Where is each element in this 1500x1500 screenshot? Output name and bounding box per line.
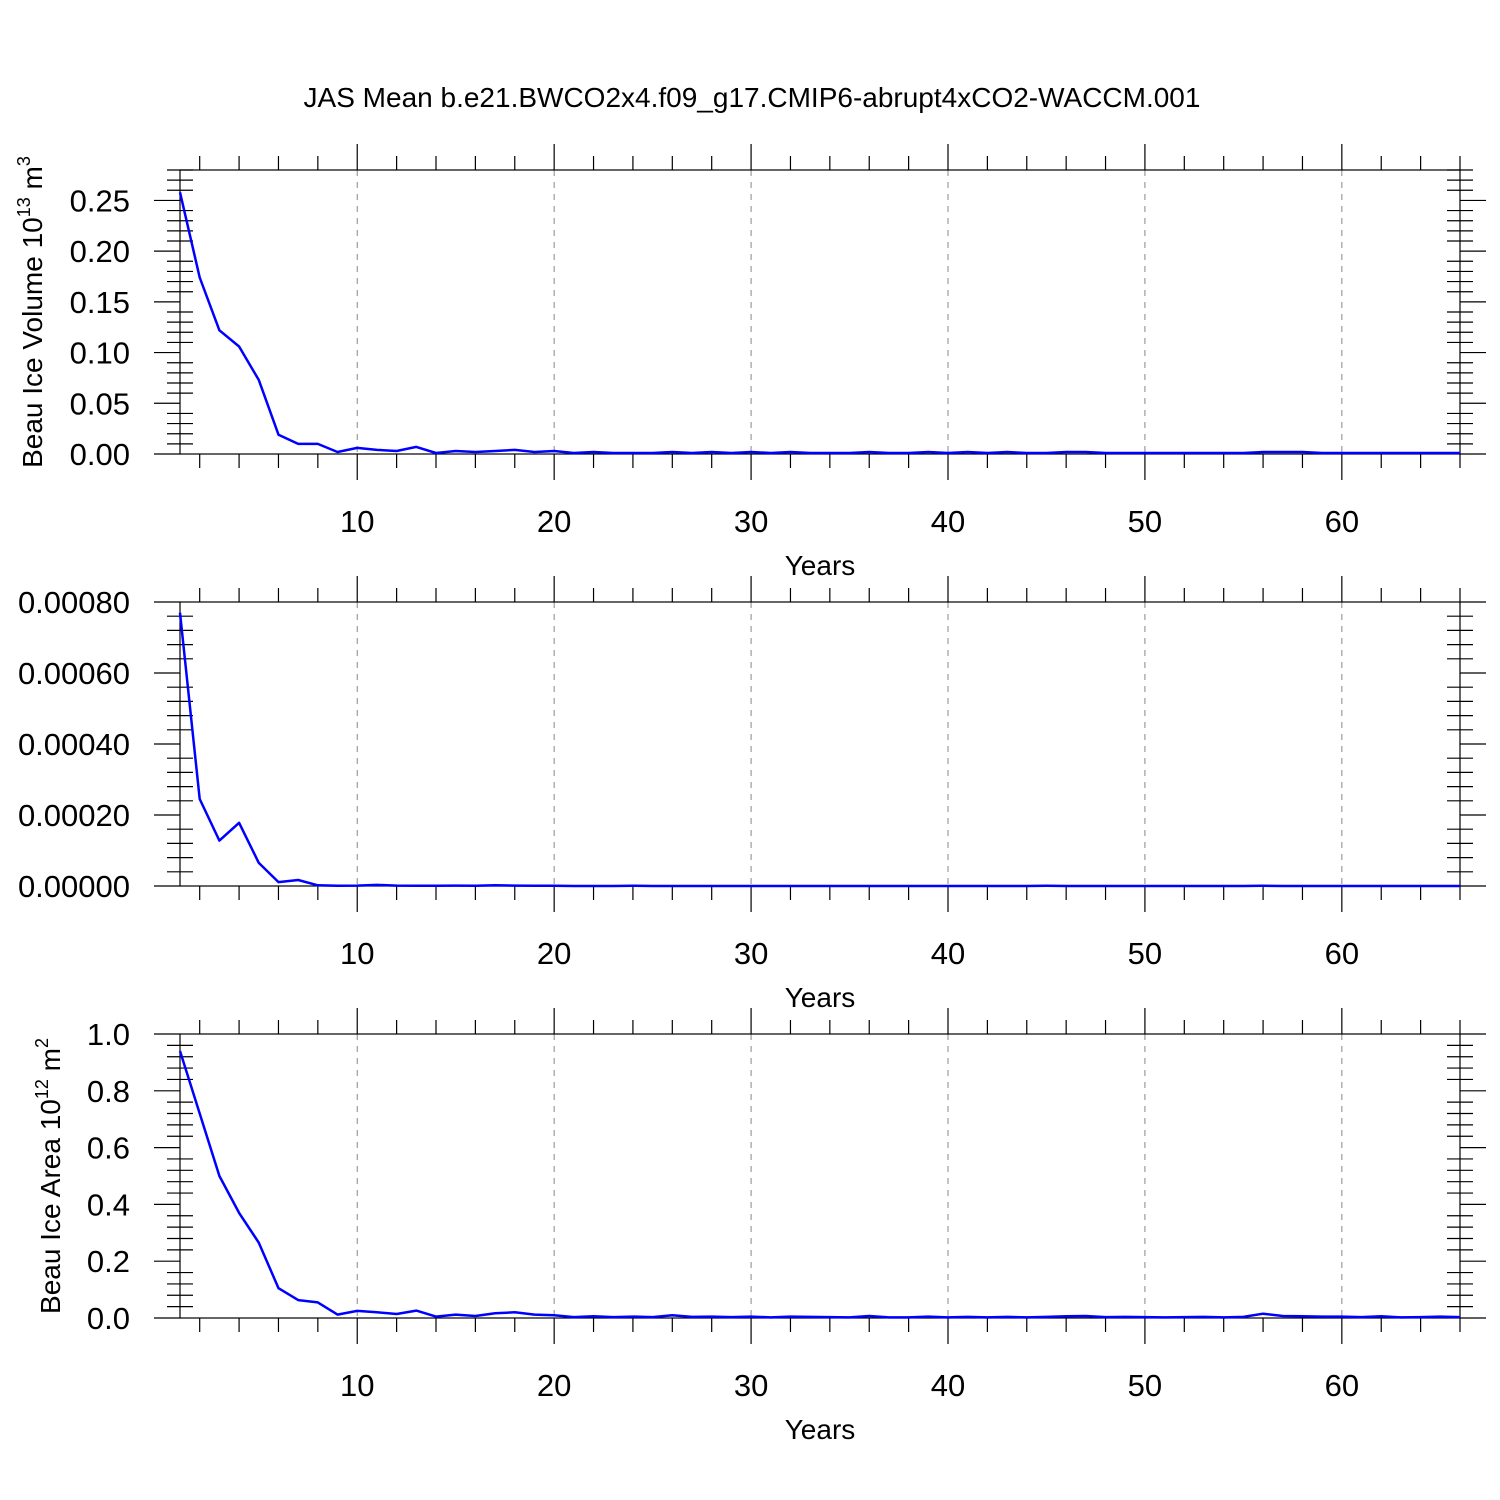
y-axis-label-part: Beau Ice Area 10 [35, 1099, 66, 1314]
y-tick-label: 1.0 [87, 1017, 130, 1052]
x-tick-label: 40 [931, 936, 965, 971]
y-tick-label: 0.8 [87, 1074, 130, 1109]
panel-ice-volume: 10 20 30 40 50 60 Years 0.00 0.05 0.10 0.15 0.20 0.2… [14, 144, 1486, 581]
y-tick-label: 0.2 [87, 1244, 130, 1279]
x-tick-label: 40 [931, 504, 965, 539]
y-axis-label-part: Beau Ice Volume 10 [17, 217, 48, 468]
x-tick-label: 10 [340, 504, 374, 539]
y-axis-label-superscript: 3 [14, 156, 34, 166]
x-tick-label: 20 [537, 936, 571, 971]
y-tick-label: 0.00060 [18, 656, 130, 691]
y-axis-label-part: m [35, 1048, 66, 1079]
y-tick-label: 0.6 [87, 1131, 130, 1166]
y-tick-label: 0.00040 [18, 727, 130, 762]
x-axis-label: Years [785, 1414, 856, 1445]
y-axis-label: Beau Ice Area 1012 m2 [32, 1038, 66, 1314]
y-tick-label: 0.20 [70, 234, 130, 269]
y-tick-label: 0.00000 [18, 869, 130, 904]
x-tick-label: 60 [1325, 1368, 1359, 1403]
panel-ice-area: 10 20 30 40 50 60 Years 0.0 0.2 0.4 0.6 0.8 1.0 Beau … [32, 1008, 1486, 1445]
x-tick-label: 50 [1128, 1368, 1162, 1403]
y-tick-label: 0.25 [70, 183, 130, 218]
y-axis-label-superscript: 12 [32, 1079, 52, 1099]
y-tick-label: 0.00 [70, 437, 130, 472]
series-line [178, 612, 1460, 888]
x-tick-label: 60 [1325, 504, 1359, 539]
y-tick-label: 0.4 [87, 1187, 130, 1222]
y-axis-label: Beau Ice Volume 1013 m3 [14, 156, 48, 468]
x-axis-label: Years [785, 982, 856, 1013]
x-axis-label: Years [785, 550, 856, 581]
y-axis-label-part: m [17, 166, 48, 197]
x-tick-label: 60 [1325, 936, 1359, 971]
x-tick-label: 20 [537, 504, 571, 539]
x-tick-label: 50 [1128, 504, 1162, 539]
y-tick-label: 0.05 [70, 386, 130, 421]
plot-frame [179, 169, 1461, 455]
x-tick-label: 20 [537, 1368, 571, 1403]
x-tick-label: 10 [340, 936, 374, 971]
plot-frame [179, 601, 1461, 887]
panel-middle: 10 20 30 40 50 60 Years 0.00000 0.00020 0.00040 0.… [18, 576, 1486, 1013]
x-tick-label: 30 [734, 936, 768, 971]
y-tick-label: 0.0 [87, 1301, 130, 1336]
x-tick-label: 40 [931, 1368, 965, 1403]
y-axis-label-superscript: 2 [32, 1038, 52, 1048]
y-axis-label-superscript: 13 [14, 197, 34, 217]
plot-frame [179, 1033, 1461, 1319]
y-tick-label: 0.10 [70, 336, 130, 371]
chart-title: JAS Mean b.e21.BWCO2x4.f09_g17.CMIP6-abr… [304, 82, 1201, 113]
y-tick-label: 0.15 [70, 285, 130, 320]
y-tick-label: 0.00080 [18, 585, 130, 620]
x-tick-label: 10 [340, 1368, 374, 1403]
series-line [178, 1050, 1461, 1319]
series-line [178, 192, 1460, 455]
y-tick-label: 0.00020 [18, 798, 130, 833]
x-tick-label: 50 [1128, 936, 1162, 971]
x-tick-label: 30 [734, 1368, 768, 1403]
x-tick-label: 30 [734, 504, 768, 539]
